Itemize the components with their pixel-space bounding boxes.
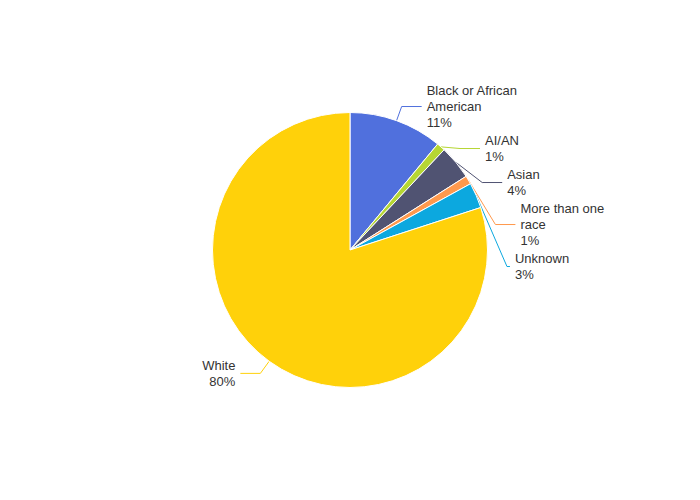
svg-text:4%: 4% [507,183,526,198]
svg-text:1%: 1% [485,149,504,164]
svg-text:More than one: More than one [520,201,604,216]
svg-text:American: American [427,99,482,114]
svg-text:Black or African: Black or African [427,83,517,98]
svg-text:Asian: Asian [507,167,540,182]
svg-text:race: race [520,217,545,232]
svg-text:1%: 1% [520,233,539,248]
svg-text:80%: 80% [209,374,235,389]
svg-text:White: White [202,358,235,373]
svg-text:11%: 11% [427,115,452,130]
svg-text:AI/AN: AI/AN [485,133,519,148]
svg-text:3%: 3% [515,267,534,282]
svg-text:Unknown: Unknown [515,251,569,266]
